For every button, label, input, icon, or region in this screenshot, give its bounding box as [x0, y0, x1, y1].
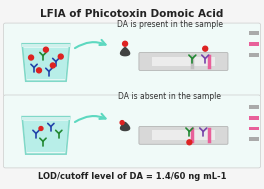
- FancyBboxPatch shape: [139, 53, 228, 70]
- FancyBboxPatch shape: [139, 126, 228, 144]
- Circle shape: [50, 63, 55, 68]
- Bar: [249, 137, 259, 141]
- Polygon shape: [120, 122, 130, 131]
- Circle shape: [58, 54, 63, 59]
- Bar: [249, 116, 259, 120]
- Text: DA is present in the sample: DA is present in the sample: [117, 20, 223, 29]
- Polygon shape: [120, 47, 130, 56]
- Circle shape: [39, 126, 43, 130]
- Bar: [249, 53, 259, 57]
- Circle shape: [44, 47, 48, 52]
- Bar: [249, 42, 259, 46]
- FancyBboxPatch shape: [3, 95, 261, 168]
- Bar: [249, 126, 259, 130]
- Circle shape: [29, 55, 34, 60]
- Circle shape: [36, 68, 41, 73]
- Text: LFIA of Phicotoxin Domoic Acid: LFIA of Phicotoxin Domoic Acid: [40, 9, 224, 19]
- Circle shape: [203, 46, 208, 51]
- Bar: [249, 105, 259, 109]
- FancyBboxPatch shape: [22, 44, 70, 47]
- Polygon shape: [23, 48, 69, 79]
- Circle shape: [120, 121, 124, 125]
- FancyBboxPatch shape: [152, 130, 215, 140]
- Circle shape: [187, 140, 192, 145]
- Text: DA is absent in the sample: DA is absent in the sample: [118, 92, 221, 101]
- FancyBboxPatch shape: [22, 117, 70, 120]
- Circle shape: [122, 41, 128, 46]
- Text: LOD/cutoff level of DA = 1.4/60 ng mL-1: LOD/cutoff level of DA = 1.4/60 ng mL-1: [38, 172, 226, 181]
- Polygon shape: [23, 121, 69, 152]
- FancyBboxPatch shape: [152, 57, 215, 66]
- Bar: [249, 31, 259, 35]
- FancyBboxPatch shape: [3, 23, 261, 96]
